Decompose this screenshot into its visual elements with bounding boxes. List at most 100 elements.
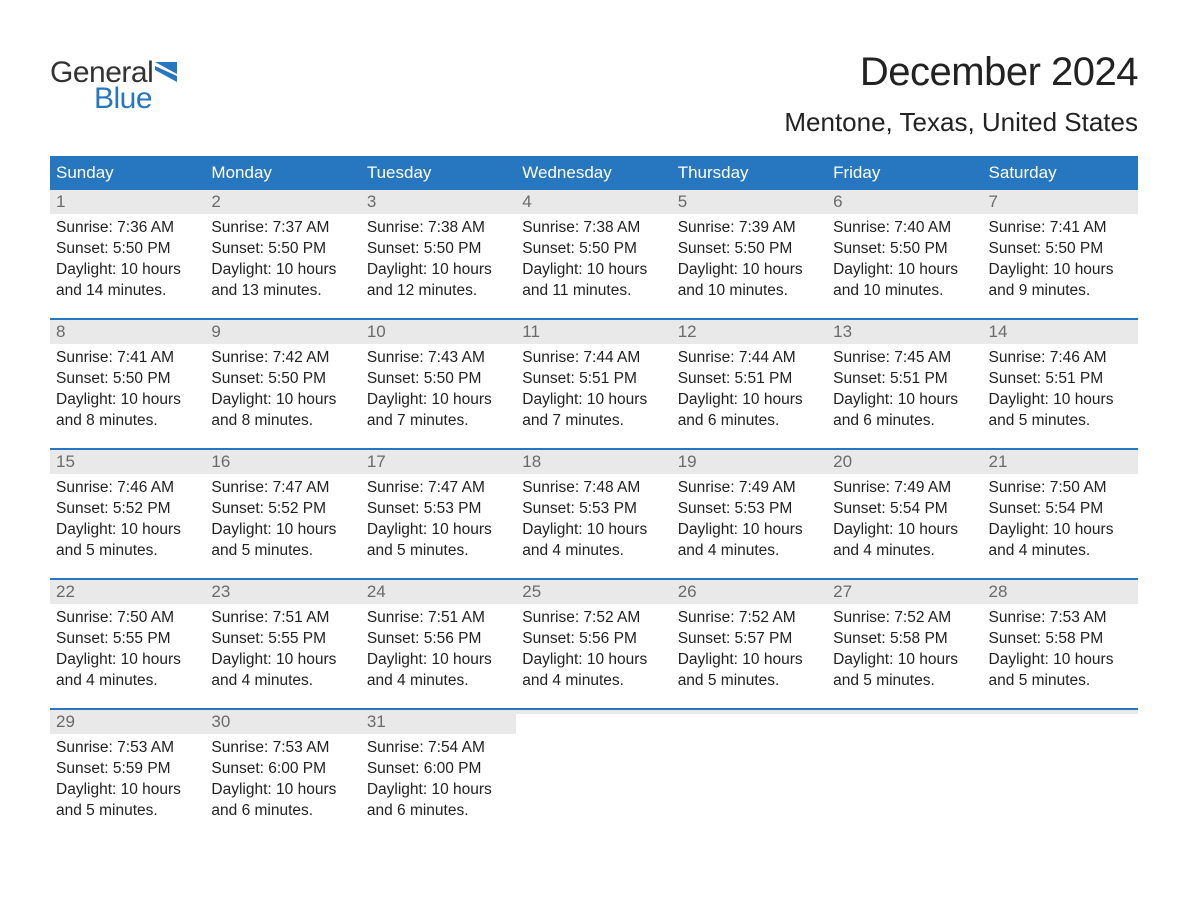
daynum-bar: 18 xyxy=(516,450,671,474)
cell-sunrise: Sunrise: 7:41 AM xyxy=(56,348,199,369)
cell-d2: and 4 minutes. xyxy=(367,671,510,692)
daynum-bar: 17 xyxy=(361,450,516,474)
dayhead-friday: Friday xyxy=(827,156,982,190)
cell-sunset: Sunset: 6:00 PM xyxy=(211,759,354,780)
cell-sunset: Sunset: 5:53 PM xyxy=(367,499,510,520)
cell-sunset: Sunset: 5:51 PM xyxy=(522,369,665,390)
day-number: 21 xyxy=(989,452,1008,471)
day-number: 8 xyxy=(56,322,65,341)
cell-sunset: Sunset: 5:55 PM xyxy=(211,629,354,650)
daynum-bar: 4 xyxy=(516,190,671,214)
cell-sunset: Sunset: 5:53 PM xyxy=(678,499,821,520)
calendar-cell: 15Sunrise: 7:46 AMSunset: 5:52 PMDayligh… xyxy=(50,450,205,578)
day-number: 30 xyxy=(211,712,230,731)
calendar-week: 15Sunrise: 7:46 AMSunset: 5:52 PMDayligh… xyxy=(50,448,1138,578)
calendar-cell: 6Sunrise: 7:40 AMSunset: 5:50 PMDaylight… xyxy=(827,190,982,318)
cell-d1: Daylight: 10 hours xyxy=(211,780,354,801)
calendar-cell: 14Sunrise: 7:46 AMSunset: 5:51 PMDayligh… xyxy=(983,320,1138,448)
cell-sunrise: Sunrise: 7:38 AM xyxy=(522,218,665,239)
cell-sunset: Sunset: 5:50 PM xyxy=(989,239,1132,260)
daynum-bar: 15 xyxy=(50,450,205,474)
header: General Blue December 2024 Mentone, Texa… xyxy=(50,50,1138,138)
day-number: 27 xyxy=(833,582,852,601)
daynum-bar: 13 xyxy=(827,320,982,344)
cell-d1: Daylight: 10 hours xyxy=(56,260,199,281)
cell-sunrise: Sunrise: 7:40 AM xyxy=(833,218,976,239)
daynum-bar: 21 xyxy=(983,450,1138,474)
cell-d1: Daylight: 10 hours xyxy=(833,390,976,411)
daynum-bar: 7 xyxy=(983,190,1138,214)
calendar-week: 8 Sunrise: 7:41 AM Sunset: 5:50 PM Daylight… xyxy=(50,318,1138,448)
cell-sunrise: Sunrise: 7:42 AM xyxy=(211,348,354,369)
cell-sunset: Sunset: 5:50 PM xyxy=(833,239,976,260)
cell-d1: Daylight: 10 hours xyxy=(367,260,510,281)
cell-d1: Daylight: 10 hours xyxy=(522,390,665,411)
calendar-cell: 27Sunrise: 7:52 AMSunset: 5:58 PMDayligh… xyxy=(827,580,982,708)
cell-sunset: Sunset: 5:58 PM xyxy=(833,629,976,650)
calendar-cell: 2Sunrise: 7:37 AMSunset: 5:50 PMDaylight… xyxy=(205,190,360,318)
day-number: 18 xyxy=(522,452,541,471)
cell-d1: Daylight: 10 hours xyxy=(211,650,354,671)
daynum-bar: 29 xyxy=(50,710,205,734)
daynum-bar: 23 xyxy=(205,580,360,604)
day-number: 23 xyxy=(211,582,230,601)
month-title: December 2024 xyxy=(784,50,1138,95)
dayhead-saturday: Saturday xyxy=(983,156,1138,190)
cell-d2: and 10 minutes. xyxy=(678,281,821,302)
cell-sunrise: Sunrise: 7:46 AM xyxy=(56,478,199,499)
cell-sunrise: Sunrise: 7:47 AM xyxy=(367,478,510,499)
cell-d2: and 7 minutes. xyxy=(522,411,665,432)
cell-sunrise: Sunrise: 7:38 AM xyxy=(367,218,510,239)
daynum-bar: 11 xyxy=(516,320,671,344)
cell-d2: and 5 minutes. xyxy=(989,411,1132,432)
daynum-bar: 22 xyxy=(50,580,205,604)
day-number: 29 xyxy=(56,712,75,731)
day-number: 13 xyxy=(833,322,852,341)
cell-sunrise: Sunrise: 7:51 AM xyxy=(211,608,354,629)
cell-d2: and 10 minutes. xyxy=(833,281,976,302)
calendar-cell: 29Sunrise: 7:53 AMSunset: 5:59 PMDayligh… xyxy=(50,710,205,838)
daynum-bar: 19 xyxy=(672,450,827,474)
cell-sunset: Sunset: 5:50 PM xyxy=(367,239,510,260)
cell-d2: and 7 minutes. xyxy=(367,411,510,432)
daynum-bar: 3 xyxy=(361,190,516,214)
day-number: 2 xyxy=(211,192,220,211)
daynum-bar xyxy=(983,710,1138,714)
cell-d1: Daylight: 10 hours xyxy=(678,520,821,541)
cell-d2: and 12 minutes. xyxy=(367,281,510,302)
cell-d1: Daylight: 10 hours xyxy=(678,260,821,281)
daynum-bar xyxy=(827,710,982,714)
daynum-bar: 26 xyxy=(672,580,827,604)
daynum-bar: 8 xyxy=(50,320,205,344)
day-number: 16 xyxy=(211,452,230,471)
calendar-week: 22Sunrise: 7:50 AMSunset: 5:55 PMDayligh… xyxy=(50,578,1138,708)
cell-d2: and 4 minutes. xyxy=(522,541,665,562)
cell-d2: and 8 minutes. xyxy=(211,411,354,432)
day-number: 14 xyxy=(989,322,1008,341)
cell-d2: and 5 minutes. xyxy=(367,541,510,562)
cell-d2: and 5 minutes. xyxy=(56,801,199,822)
calendar-cell: 25Sunrise: 7:52 AMSunset: 5:56 PMDayligh… xyxy=(516,580,671,708)
cell-sunrise: Sunrise: 7:41 AM xyxy=(989,218,1132,239)
calendar: Sunday Monday Tuesday Wednesday Thursday… xyxy=(50,156,1138,838)
daynum-bar: 25 xyxy=(516,580,671,604)
calendar-cell: 3 Sunrise: 7:38 AMSunset: 5:50 PMDaylight… xyxy=(361,190,516,318)
cell-sunrise: Sunrise: 7:39 AM xyxy=(678,218,821,239)
cell-d1: Daylight: 10 hours xyxy=(989,650,1132,671)
cell-d1: Daylight: 10 hours xyxy=(989,260,1132,281)
cell-d1: Daylight: 10 hours xyxy=(989,520,1132,541)
cell-sunset: Sunset: 5:50 PM xyxy=(367,369,510,390)
dayhead-wednesday: Wednesday xyxy=(516,156,671,190)
cell-sunset: Sunset: 5:55 PM xyxy=(56,629,199,650)
cell-d1: Daylight: 10 hours xyxy=(833,520,976,541)
daynum-bar: 30 xyxy=(205,710,360,734)
location-text: Mentone, Texas, United States xyxy=(784,107,1138,138)
cell-sunset: Sunset: 5:50 PM xyxy=(211,239,354,260)
calendar-cell xyxy=(983,710,1138,838)
calendar-cell: 7 Sunrise: 7:41 AMSunset: 5:50 PMDaylight… xyxy=(983,190,1138,318)
day-number: 24 xyxy=(367,582,386,601)
cell-sunrise: Sunrise: 7:52 AM xyxy=(678,608,821,629)
day-number: 20 xyxy=(833,452,852,471)
daynum-bar: 6 xyxy=(827,190,982,214)
cell-d2: and 11 minutes. xyxy=(522,281,665,302)
